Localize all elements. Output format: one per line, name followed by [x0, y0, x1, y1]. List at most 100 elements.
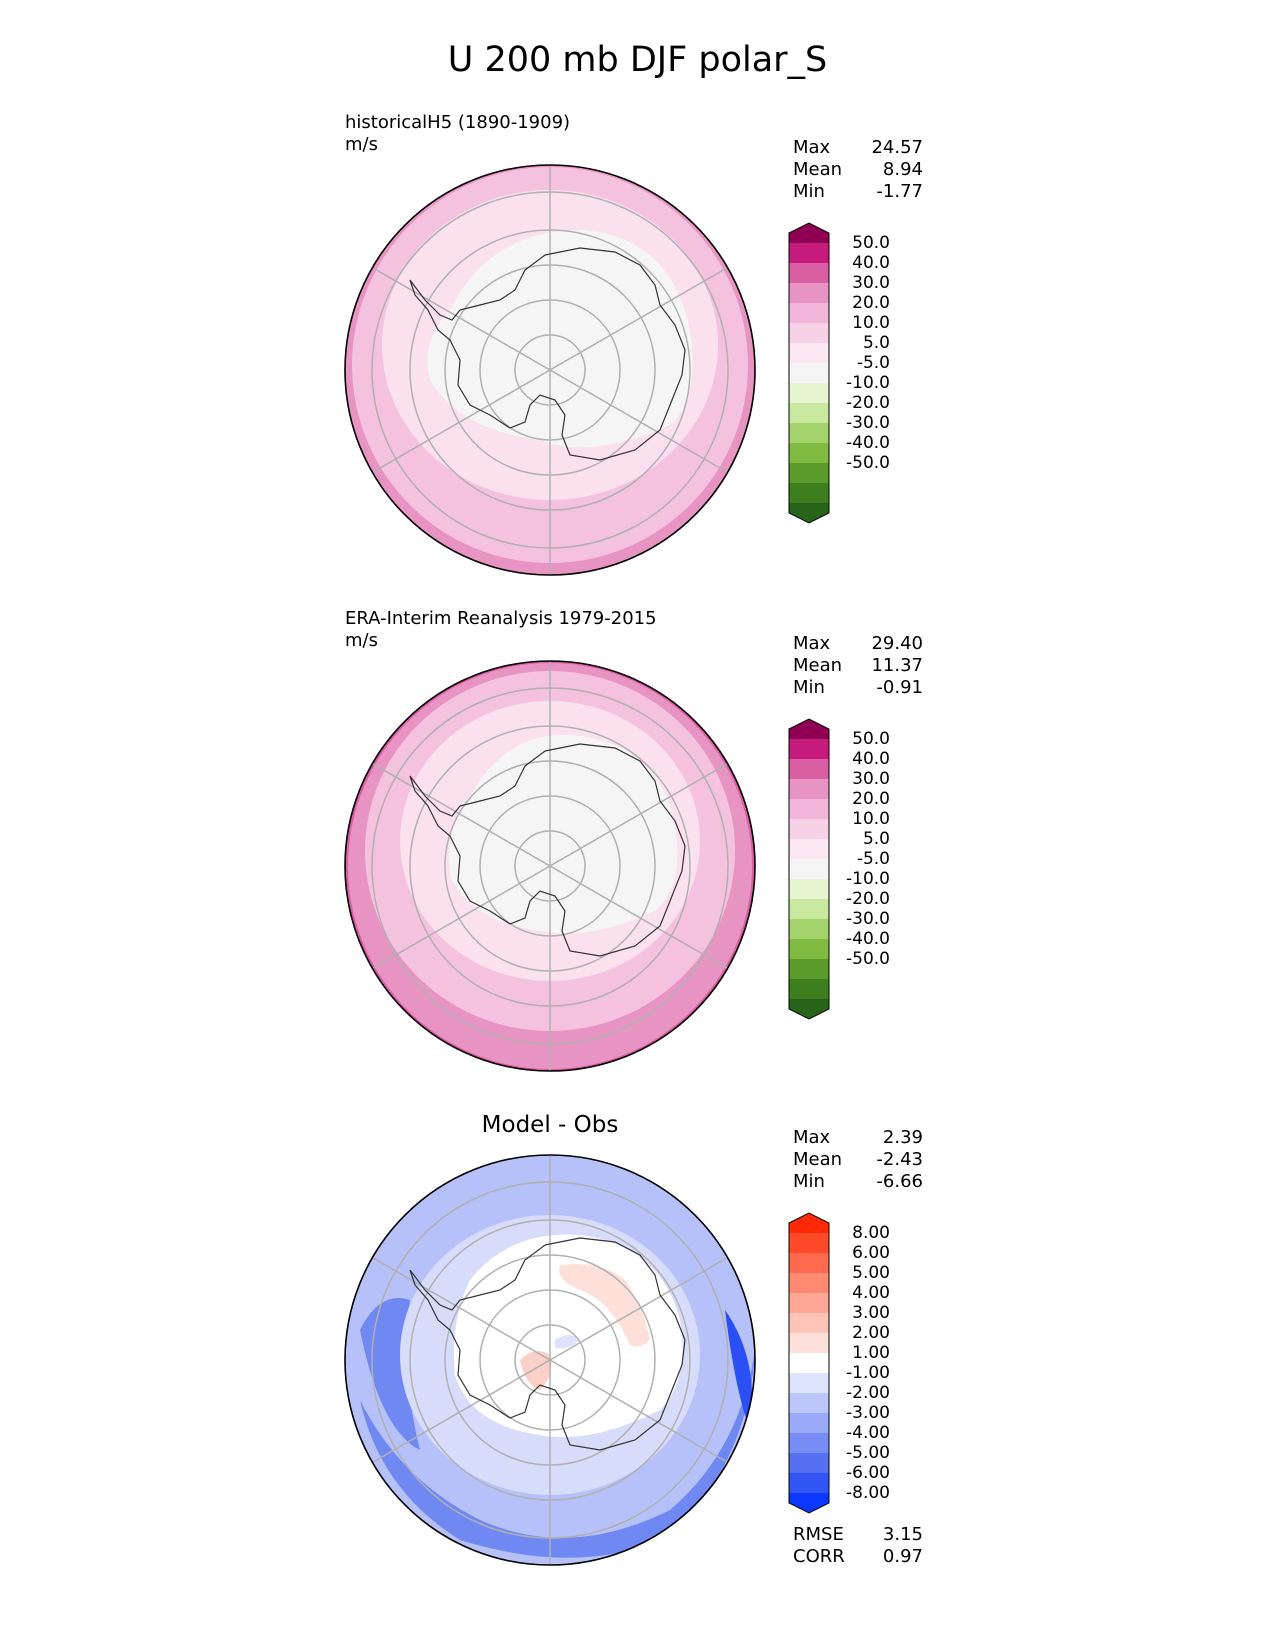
- colorbar-swatch: [789, 1253, 829, 1274]
- mean-label: Mean: [793, 1149, 843, 1170]
- rmse-value: 3.15: [882, 1524, 923, 1545]
- colorbar-tick-label: -20.0: [846, 889, 890, 909]
- colorbar-svg: [788, 1212, 830, 1514]
- min-value: -0.91: [876, 677, 923, 698]
- mean-value: 8.94: [882, 159, 923, 180]
- colorbar-swatch: [789, 1273, 829, 1294]
- colorbar-tick-label: 8.00: [852, 1223, 890, 1243]
- colorbar-outline: [788, 222, 830, 524]
- colorbar: 50.0 40.0 30.0 20.0 10.0 5.0 -5.0 -10.0 -20.0 -30…: [788, 718, 898, 1020]
- colorbar-tick-label: 30.0: [852, 273, 890, 293]
- colorbar-extend-bottom: [789, 1493, 829, 1513]
- colorbar-tick-label: -30.0: [846, 909, 890, 929]
- colorbar-tick-label: 50.0: [852, 233, 890, 253]
- colorbar-extend-bottom: [789, 503, 829, 523]
- colorbar-swatch: [789, 979, 829, 1000]
- colorbar-swatch: [789, 423, 829, 444]
- colorbar-swatch: [789, 1333, 829, 1354]
- colorbar-tick-label: 10.0: [852, 809, 890, 829]
- panel-units: m/s: [345, 630, 378, 651]
- stats-box: Max 29.40 Mean 11.37 Min -0.91: [793, 633, 923, 699]
- corr-label: CORR: [793, 1546, 845, 1567]
- colorbar-tick-label: 10.0: [852, 313, 890, 333]
- colorbar-swatch: [789, 263, 829, 284]
- colorbar-svg: [788, 222, 830, 524]
- colorbar-tick-label: 20.0: [852, 293, 890, 313]
- colorbar-extend-top: [789, 1213, 829, 1233]
- colorbar-swatch: [789, 1233, 829, 1254]
- map-boundary: [344, 660, 756, 1072]
- min-label: Min: [793, 677, 825, 698]
- corr-value: 0.97: [882, 1546, 923, 1567]
- graticule: [367, 661, 733, 1071]
- colorbar-tick-label: -30.0: [846, 413, 890, 433]
- map-boundary: [344, 164, 756, 576]
- polar-map: [344, 660, 756, 1072]
- colorbar-tick-label: -3.00: [846, 1403, 890, 1423]
- mean-label: Mean: [793, 655, 843, 676]
- polar-map: [344, 164, 756, 576]
- colorbar-tick-label: -50.0: [846, 949, 890, 969]
- colorbar-swatch: [789, 839, 829, 860]
- colorbar-swatch: [789, 383, 829, 404]
- colorbar-tick-label: -5.0: [856, 353, 890, 373]
- mean-value: 11.37: [871, 655, 923, 676]
- min-value: -1.77: [876, 181, 923, 202]
- colorbar-tick-label: 50.0: [852, 729, 890, 749]
- figure-title: U 200 mb DJF polar_S: [447, 40, 828, 80]
- colorbar-tick-label: -4.00: [846, 1423, 890, 1443]
- map-boundary: [344, 1154, 756, 1566]
- stats-box: Max 24.57 Mean 8.94 Min -1.77: [793, 137, 923, 203]
- colorbar-swatch: [789, 1353, 829, 1374]
- colorbar-tick-label: 4.00: [852, 1283, 890, 1303]
- colorbar-swatch: [789, 483, 829, 504]
- colorbar-swatch: [789, 343, 829, 364]
- rmse-label: RMSE: [793, 1524, 844, 1545]
- antarctica-coastline: [409, 743, 686, 957]
- colorbar-tick-label: -5.00: [846, 1443, 890, 1463]
- colorbar-tick-label: 20.0: [852, 789, 890, 809]
- antarctica-coastline: [409, 247, 686, 461]
- panel-historical: historicalH5 (1890-1909) m/s Max 24.57 Me…: [0, 110, 1275, 590]
- colorbar-tick-label: -10.0: [846, 373, 890, 393]
- colorbar-swatch: [789, 1373, 829, 1394]
- colorbar-tick-label: -20.0: [846, 393, 890, 413]
- colorbar-tick-label: -2.00: [846, 1383, 890, 1403]
- antarctica-coastline: [409, 1237, 686, 1451]
- colorbar-swatch: [789, 1293, 829, 1314]
- negative-anomaly-center: [555, 1335, 580, 1349]
- colorbar-swatch: [789, 899, 829, 920]
- colorbar-swatch: [789, 739, 829, 760]
- panel-reanalysis: ERA-Interim Reanalysis 1979-2015 m/s Max…: [0, 606, 1275, 1086]
- colorbar-tick-label: 30.0: [852, 769, 890, 789]
- max-value: 24.57: [871, 137, 923, 158]
- min-value: -6.66: [876, 1171, 923, 1192]
- max-label: Max: [793, 1127, 831, 1148]
- graticule: [367, 165, 733, 575]
- band-5: [427, 230, 693, 448]
- max-value: 2.39: [882, 1127, 923, 1148]
- panel-label: historicalH5 (1890-1909): [345, 112, 571, 133]
- colorbar-extend-top: [789, 719, 829, 739]
- colorbar-swatch: [789, 443, 829, 464]
- colorbar-tick-label: -40.0: [846, 929, 890, 949]
- colorbar-swatch: [789, 919, 829, 940]
- colorbar-tick-label: -50.0: [846, 453, 890, 473]
- max-value: 29.40: [871, 633, 923, 654]
- colorbar-swatch: [789, 323, 829, 344]
- band-minus6-east: [725, 1310, 753, 1430]
- panel-units: m/s: [345, 134, 378, 155]
- positive-anomaly-center: [520, 1351, 552, 1390]
- colorbar: 8.00 6.00 5.00 4.00 3.00 2.00 1.00 -1.00 -2.00 -3…: [788, 1212, 898, 1514]
- colorbar-tick-label: 5.0: [862, 333, 890, 353]
- colorbar-extend-bottom: [789, 999, 829, 1019]
- colorbar-tick-label: -10.0: [846, 869, 890, 889]
- colorbar-swatch: [789, 1473, 829, 1494]
- graticule: [367, 1155, 733, 1565]
- colorbar-swatch: [789, 1393, 829, 1414]
- colorbar-swatch: [789, 303, 829, 324]
- colorbar-tick-label: 2.00: [852, 1323, 890, 1343]
- colorbar-swatch: [789, 463, 829, 484]
- max-label: Max: [793, 137, 831, 158]
- mean-value: -2.43: [876, 1149, 923, 1170]
